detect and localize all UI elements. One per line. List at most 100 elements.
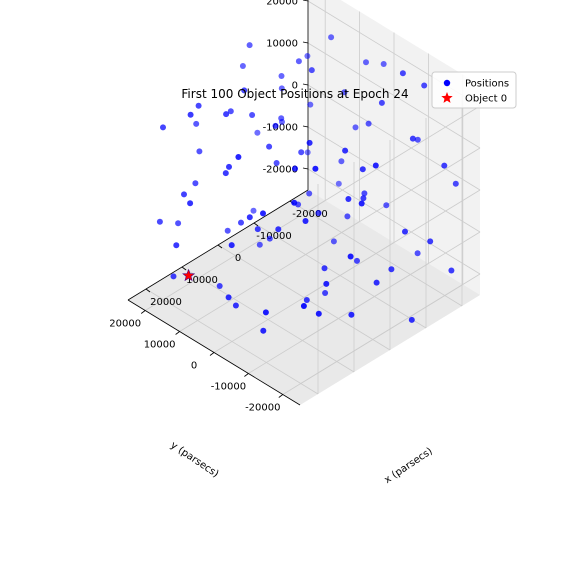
y-tick-mark bbox=[175, 331, 180, 335]
data-point bbox=[254, 226, 261, 233]
data-point bbox=[160, 124, 166, 131]
data-point bbox=[452, 180, 459, 187]
data-point bbox=[361, 190, 368, 197]
x-tick-label: -10000 bbox=[256, 231, 291, 242]
grid-lines bbox=[144, 0, 481, 395]
grid-line-x-floor bbox=[145, 288, 319, 395]
data-point bbox=[399, 70, 406, 77]
x-tick-mark bbox=[253, 222, 259, 227]
data-point bbox=[232, 302, 239, 309]
legend-object0-label: Object 0 bbox=[465, 94, 507, 105]
data-point bbox=[250, 207, 257, 214]
grid-line-z-left bbox=[307, 42, 481, 149]
x-tick-label: -20000 bbox=[292, 209, 327, 220]
data-point bbox=[175, 220, 182, 227]
axis-panes bbox=[128, 0, 480, 405]
data-point bbox=[448, 267, 455, 274]
data-point bbox=[414, 250, 421, 257]
data-point bbox=[421, 82, 428, 89]
data-point bbox=[359, 166, 366, 173]
data-point bbox=[303, 297, 310, 303]
data-point bbox=[365, 120, 372, 127]
y-tick-mark bbox=[140, 310, 146, 314]
z-tick-label: 20000 bbox=[266, 0, 298, 8]
y-tick-label: -10000 bbox=[211, 382, 246, 393]
y-axis-label: y (parsecs) bbox=[168, 440, 220, 480]
y-tick-mark bbox=[209, 352, 215, 356]
data-point bbox=[262, 309, 269, 316]
data-point bbox=[295, 58, 302, 65]
data-point bbox=[308, 67, 315, 74]
grid-line-x-floor bbox=[181, 266, 355, 373]
data-point bbox=[275, 226, 282, 233]
data-point bbox=[235, 154, 242, 160]
data-point bbox=[216, 283, 223, 289]
data-point bbox=[224, 227, 231, 234]
data-point bbox=[312, 165, 319, 172]
x-tick-label: 20000 bbox=[150, 297, 182, 308]
x-tick-mark bbox=[181, 266, 187, 271]
data-point bbox=[300, 303, 307, 309]
data-point bbox=[193, 120, 200, 127]
object-0-marker bbox=[182, 268, 196, 282]
y-tick-label: 20000 bbox=[109, 319, 141, 330]
data-point bbox=[238, 219, 244, 226]
data-point bbox=[249, 112, 256, 118]
z-tick-label: -10000 bbox=[263, 123, 298, 134]
x-tick-label: 10000 bbox=[186, 275, 218, 286]
data-point bbox=[239, 63, 246, 69]
data-point bbox=[260, 327, 267, 334]
data-point bbox=[344, 213, 351, 220]
data-point bbox=[338, 158, 345, 165]
data-point bbox=[378, 99, 385, 106]
data-point bbox=[341, 89, 348, 96]
data-point bbox=[228, 242, 235, 249]
data-point bbox=[315, 310, 322, 317]
legend: Positions Object 0 bbox=[431, 71, 517, 109]
data-point bbox=[226, 163, 232, 170]
z-tick-mark bbox=[302, 83, 309, 86]
y-tick-mark bbox=[278, 394, 284, 398]
data-point bbox=[372, 162, 379, 169]
data-point bbox=[315, 210, 322, 216]
data-point bbox=[266, 143, 273, 150]
data-point bbox=[298, 149, 305, 156]
data-point bbox=[304, 53, 311, 59]
y-tick-mark bbox=[244, 373, 249, 377]
data-point bbox=[246, 42, 253, 49]
data-point bbox=[330, 238, 337, 245]
data-point bbox=[347, 253, 354, 260]
grid-line-z-right bbox=[299, 105, 481, 217]
z-tick-mark bbox=[302, 41, 309, 44]
data-point bbox=[335, 180, 342, 187]
data-point bbox=[322, 290, 329, 296]
data-point bbox=[304, 149, 311, 156]
z-tick-mark bbox=[302, 167, 309, 170]
data-point bbox=[328, 34, 335, 41]
data-point bbox=[414, 136, 421, 143]
data-point bbox=[383, 202, 390, 209]
data-point bbox=[306, 190, 313, 197]
data-point bbox=[222, 170, 229, 177]
data-point bbox=[321, 265, 328, 272]
data-point bbox=[192, 180, 199, 187]
data-point bbox=[306, 139, 313, 146]
data-point bbox=[354, 257, 360, 264]
data-point bbox=[279, 118, 285, 125]
legend-object0-marker bbox=[441, 92, 453, 103]
data-point bbox=[170, 273, 177, 280]
grid-line-z-right bbox=[299, 189, 481, 301]
scatter-points bbox=[156, 34, 459, 334]
z-tick-label: 10000 bbox=[266, 39, 298, 50]
y-tick-label: 10000 bbox=[144, 340, 176, 351]
data-point bbox=[246, 214, 253, 221]
z-tick-mark bbox=[302, 125, 309, 128]
data-point bbox=[323, 280, 330, 287]
data-point bbox=[441, 162, 448, 169]
data-point bbox=[196, 148, 203, 155]
data-point bbox=[225, 294, 232, 301]
y-tick-label: 0 bbox=[191, 361, 197, 372]
chart-title: First 100 Object Positions at Epoch 24 bbox=[181, 87, 408, 101]
data-point bbox=[173, 242, 180, 249]
